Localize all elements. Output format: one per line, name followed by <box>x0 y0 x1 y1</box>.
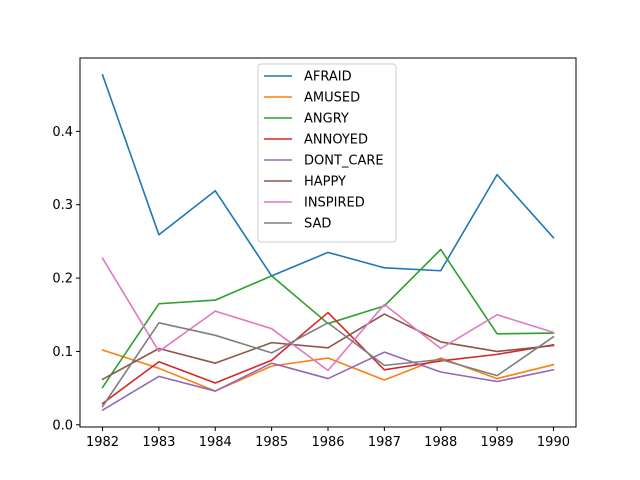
legend-label-annoyed: ANNOYED <box>304 133 368 148</box>
x-tick-label: 1987 <box>368 435 401 450</box>
x-axis: 1982 1983 1984 1985 1986 1987 1988 1989 1990 <box>86 427 570 450</box>
x-tick-label: 1984 <box>199 435 232 450</box>
series-line-annoyed <box>101 311 555 405</box>
y-tick-label: 0.4 <box>52 125 73 140</box>
x-tick-label: 1986 <box>311 435 344 450</box>
series-line-amused <box>101 348 555 392</box>
series-line-dont-care <box>101 351 555 412</box>
x-tick-label: 1989 <box>481 435 514 450</box>
legend-label-afraid: AFRAID <box>304 70 352 85</box>
x-tick-label: 1983 <box>142 435 175 450</box>
legend-label-happy: HAPPY <box>304 175 346 190</box>
legend-label-inspired: INSPIRED <box>304 196 365 211</box>
legend-label-dont-care: DONT_CARE <box>304 154 384 169</box>
x-tick-label: 1990 <box>537 435 570 450</box>
y-tick-label: 0.0 <box>52 418 73 433</box>
x-tick-label: 1988 <box>424 435 457 450</box>
series-line-afraid <box>101 73 555 277</box>
y-tick-label: 0.1 <box>52 345 73 360</box>
y-axis: 0.0 0.1 0.2 0.3 0.4 <box>52 125 80 433</box>
legend-box <box>257 63 397 243</box>
legend-label-sad: SAD <box>304 217 331 232</box>
legend: AFRAID AMUSED ANGRY ANNOYED DONT_CARE HAPPY IN… <box>257 63 397 243</box>
y-tick-label: 0.2 <box>52 272 73 287</box>
x-tick-label: 1985 <box>255 435 288 450</box>
legend-label-amused: AMUSED <box>304 91 360 106</box>
series-line-sad <box>101 322 555 408</box>
series-line-happy <box>101 313 555 381</box>
series-group <box>101 73 555 412</box>
legend-label-angry: ANGRY <box>304 112 349 127</box>
series-line-inspired <box>101 257 555 372</box>
y-tick-label: 0.3 <box>52 198 73 213</box>
x-tick-label: 1982 <box>86 435 119 450</box>
